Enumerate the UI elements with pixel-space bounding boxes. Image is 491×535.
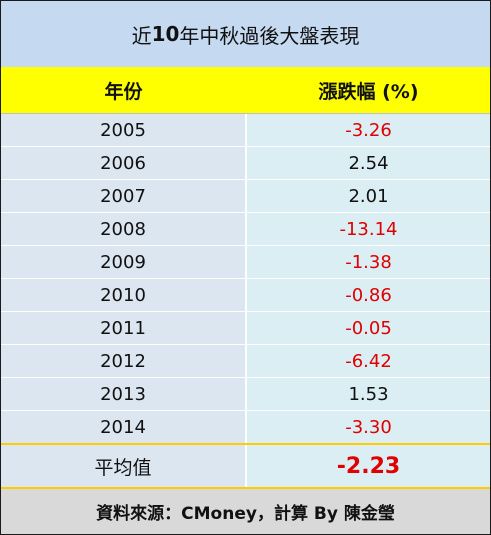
change-cell: 2.54 (247, 147, 490, 180)
year-cell: 2006 (1, 147, 247, 180)
average-value: -2.23 (247, 445, 490, 487)
average-divider-top (1, 443, 490, 445)
table-row: 2007 2.01 (1, 180, 490, 213)
title-prefix: 近 (131, 23, 152, 48)
table-row: 2008 -13.14 (1, 213, 490, 246)
table-row: 2009 -1.38 (1, 246, 490, 279)
change-cell: -13.14 (247, 213, 490, 246)
change-cell: -3.30 (247, 411, 490, 444)
table-header: 年份 漲跌幅 (%) (1, 67, 490, 114)
table-body: 2005 -3.26 2006 2.54 2007 2.01 2008 -13.… (1, 114, 490, 444)
year-cell: 2009 (1, 246, 247, 279)
year-cell: 2013 (1, 378, 247, 411)
change-cell: 1.53 (247, 378, 490, 411)
year-cell: 2005 (1, 114, 247, 147)
change-cell: -0.86 (247, 279, 490, 312)
year-cell: 2012 (1, 345, 247, 378)
table-row: 2006 2.54 (1, 147, 490, 180)
table-row: 2005 -3.26 (1, 114, 490, 147)
change-column-header: 漲跌幅 (%) (318, 80, 419, 103)
table-row: 2013 1.53 (1, 378, 490, 411)
average-divider-bottom (1, 487, 490, 489)
year-cell: 2014 (1, 411, 247, 444)
title-number: 10 (151, 22, 180, 46)
change-cell: -0.05 (247, 312, 490, 345)
average-row: 平均值 -2.23 (1, 445, 490, 487)
year-cell: 2008 (1, 213, 247, 246)
year-cell: 2007 (1, 180, 247, 213)
change-cell: 2.01 (247, 180, 490, 213)
table-row: 2011 -0.05 (1, 312, 490, 345)
year-cell: 2010 (1, 279, 247, 312)
table-row: 2014 -3.30 (1, 411, 490, 444)
source-footer: 資料來源：CMoney，計算 By 陳金瑩 (1, 489, 490, 534)
change-cell: -1.38 (247, 246, 490, 279)
title-suffix: 年中秋過後大盤表現 (179, 23, 360, 48)
year-cell: 2011 (1, 312, 247, 345)
average-label: 平均值 (1, 445, 247, 487)
year-column-header: 年份 (104, 80, 143, 103)
table-title: 近 10 年中秋過後大盤表現 (1, 1, 490, 67)
table-row: 2012 -6.42 (1, 345, 490, 378)
change-cell: -6.42 (247, 345, 490, 378)
change-cell: -3.26 (247, 114, 490, 147)
table-row: 2010 -0.86 (1, 279, 490, 312)
